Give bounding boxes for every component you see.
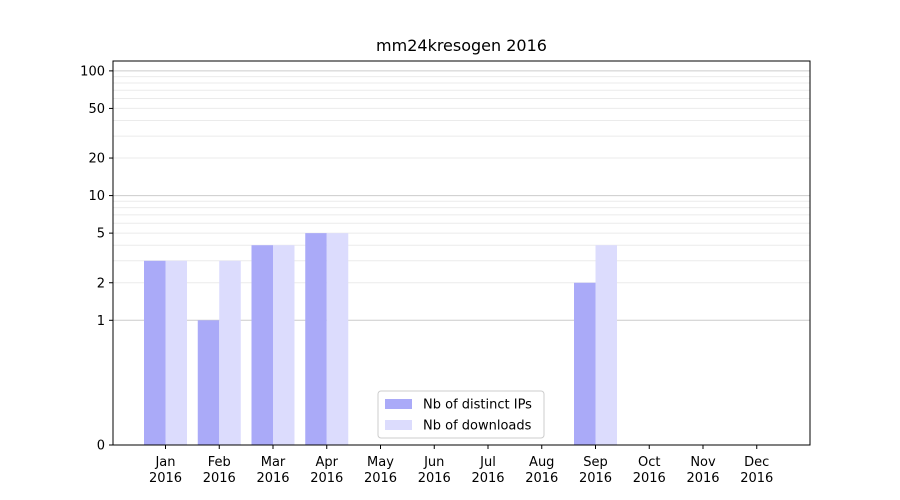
x-tick-label-month: Feb xyxy=(208,455,231,470)
bar-distinct-ips xyxy=(574,282,596,445)
x-tick-label-month: Nov xyxy=(690,455,716,470)
x-tick-label-month: Jun xyxy=(423,455,444,470)
grid-lines xyxy=(113,70,810,321)
legend-swatch-downloads xyxy=(385,420,412,430)
x-tick-label-year: 2016 xyxy=(256,471,289,486)
y-tick-label: 100 xyxy=(80,64,105,79)
bar-downloads xyxy=(165,260,187,445)
x-tick-label-year: 2016 xyxy=(418,471,451,486)
bar-downloads xyxy=(326,233,349,445)
legend-swatch-distinct-ips xyxy=(385,399,412,409)
x-tick-label-month: Sep xyxy=(583,455,608,470)
x-tick-label-year: 2016 xyxy=(525,471,558,486)
x-tick-label-year: 2016 xyxy=(686,471,719,486)
y-tick-label: 20 xyxy=(88,152,105,167)
y-tick-label: 10 xyxy=(88,189,105,204)
bar-distinct-ips xyxy=(144,260,166,445)
y-tick-label: 2 xyxy=(97,276,105,291)
legend-label-downloads: Nb of downloads xyxy=(423,419,532,434)
legend: Nb of distinct IPs Nb of downloads xyxy=(377,390,545,439)
x-tick-label-month: May xyxy=(367,455,394,470)
y-tick-label: 50 xyxy=(88,102,105,117)
x-tick-label-month: Dec xyxy=(744,455,769,470)
x-tick-label-year: 2016 xyxy=(149,471,182,486)
plot-frame xyxy=(112,60,811,446)
x-tick-label-year: 2016 xyxy=(579,471,612,486)
y-tick-label: 5 xyxy=(97,227,105,242)
x-tick-label-year: 2016 xyxy=(740,471,773,486)
bar-distinct-ips xyxy=(251,245,273,445)
x-tick-label-month: Jan xyxy=(154,455,175,470)
legend-label-distinct-ips: Nb of distinct IPs xyxy=(423,398,532,413)
x-tick-label-year: 2016 xyxy=(310,471,343,486)
x-tick-label-year: 2016 xyxy=(203,471,236,486)
x-tick-label-month: Jul xyxy=(479,455,496,470)
bar-downloads xyxy=(595,245,617,445)
y-axis: 0 1 2 5 10 20 50 100 xyxy=(80,64,113,454)
x-tick-label-year: 2016 xyxy=(633,471,666,486)
x-tick-label-month: Aug xyxy=(529,455,554,470)
x-tick-label-month: Oct xyxy=(638,455,660,470)
x-tick-label-month: Mar xyxy=(261,455,286,470)
legend-box xyxy=(377,390,545,439)
bar-distinct-ips xyxy=(305,233,327,445)
bar-downloads xyxy=(273,245,295,445)
bar-downloads xyxy=(219,260,241,445)
x-tick-label-month: Apr xyxy=(316,455,339,470)
bar-distinct-ips xyxy=(197,320,220,445)
bars xyxy=(144,233,617,445)
y-tick-label: 0 xyxy=(97,439,105,454)
x-tick-label-year: 2016 xyxy=(471,471,504,486)
y-tick-label: 1 xyxy=(97,314,105,329)
chart-title: mm24kresogen 2016 xyxy=(376,36,547,55)
x-tick-label-year: 2016 xyxy=(364,471,397,486)
x-axis: Jan2016Feb2016Mar2016Apr2016May2016Jun20… xyxy=(149,445,773,486)
